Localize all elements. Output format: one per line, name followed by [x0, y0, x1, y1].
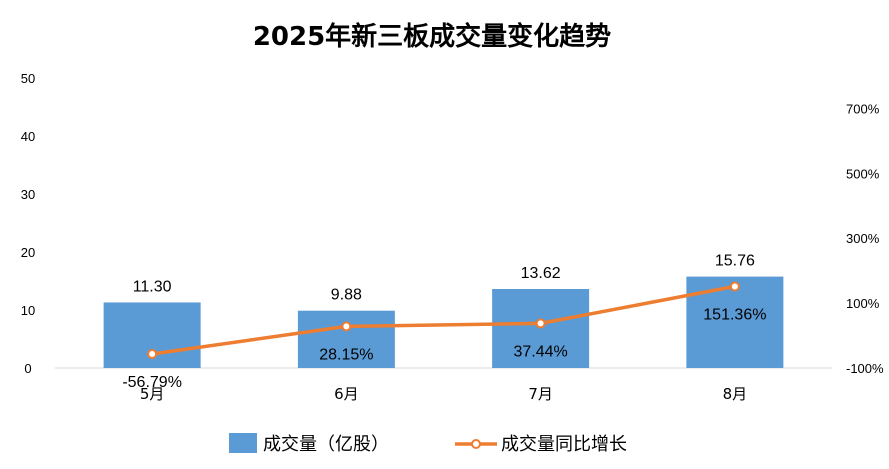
legend-line-marker [471, 439, 481, 449]
right-tick-label: 700% [846, 101, 880, 116]
growth-value-label: 37.44% [513, 343, 567, 360]
bar-value-label: 15.76 [715, 253, 755, 270]
category-label: 8月 [723, 385, 748, 403]
category-label: 5月 [140, 385, 165, 403]
growth-marker [729, 281, 740, 292]
legend-bar-swatch [229, 433, 257, 453]
legend: 成交量（亿股） 成交量同比增长 [229, 433, 627, 455]
left-tick-label: 50 [21, 71, 35, 86]
growth-value-label: -56.79% [122, 374, 182, 391]
bar-value-label: 13.62 [521, 265, 561, 282]
growth-value-label: 151.36% [703, 306, 766, 323]
growth-marker [147, 348, 158, 359]
bar-value-label: 11.30 [133, 278, 172, 295]
growth-value-label: 28.15% [319, 346, 373, 363]
left-tick-label: 0 [24, 361, 31, 376]
left-tick-label: 30 [21, 187, 35, 202]
growth-marker [535, 318, 546, 329]
legend-bar-label: 成交量（亿股） [263, 434, 389, 455]
right-tick-label: 100% [846, 296, 880, 311]
chart-title: 2025年新三板成交量变化趋势 [253, 21, 611, 52]
bar-series: 11.30 9.88 13.62 15.76 [103, 253, 784, 368]
bar [492, 289, 590, 368]
left-axis: 0 10 20 30 40 50 [21, 71, 35, 376]
right-tick-label: 500% [846, 166, 880, 181]
growth-line [151, 284, 736, 356]
left-tick-label: 40 [21, 129, 35, 144]
bar [297, 310, 395, 368]
left-tick-label: 10 [21, 303, 35, 318]
left-tick-label: 20 [21, 245, 35, 260]
line-series: -56.79% 28.15% 37.44% 151.36% [122, 281, 766, 391]
category-axis: 5月 6月 7月 8月 [140, 385, 747, 403]
category-label: 6月 [334, 385, 359, 403]
right-axis: -100% 100% 300% 500% 700% [846, 101, 884, 376]
category-label: 7月 [528, 385, 553, 403]
right-tick-label: 300% [846, 231, 880, 246]
growth-marker [341, 321, 352, 332]
legend-line-label: 成交量同比增长 [501, 434, 627, 455]
right-tick-label: -100% [846, 361, 884, 376]
bar-value-label: 9.88 [331, 287, 362, 304]
